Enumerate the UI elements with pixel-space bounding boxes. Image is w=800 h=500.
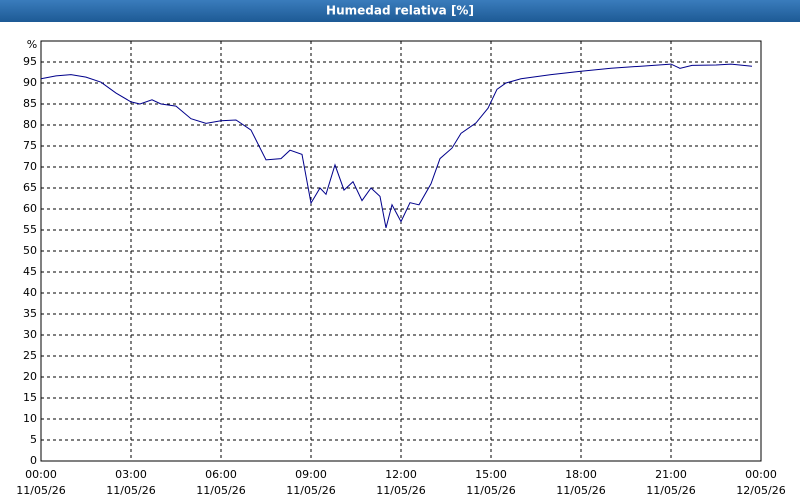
y-tick-label: 55 (23, 223, 37, 236)
y-tick-label: 30 (23, 328, 37, 341)
x-tick-label: 00:00 (745, 468, 777, 481)
y-tick-label: 65 (23, 181, 37, 194)
x-tick-date: 11/05/26 (286, 484, 335, 497)
y-tick-label: 10 (23, 412, 37, 425)
y-tick-label: 90 (23, 76, 37, 89)
x-tick-date: 11/05/26 (556, 484, 605, 497)
y-tick-label: 50 (23, 244, 37, 257)
y-tick-label: 20 (23, 370, 37, 383)
x-tick-date: 11/05/26 (376, 484, 425, 497)
x-tick-label: 06:00 (205, 468, 237, 481)
data-line (40, 63, 753, 229)
y-tick-label: 35 (23, 307, 37, 320)
y-tick-label: 75 (23, 139, 37, 152)
x-tick-date: 11/05/26 (466, 484, 515, 497)
x-tick-label: 00:00 (25, 468, 57, 481)
title-bar (0, 0, 800, 22)
x-tick-date: 11/05/26 (646, 484, 695, 497)
y-tick-label: 85 (23, 97, 37, 110)
x-tick-label: 15:00 (475, 468, 507, 481)
y-tick-label: 95 (23, 55, 37, 68)
y-tick-label: 25 (23, 349, 37, 362)
y-tick-label: 70 (23, 160, 37, 173)
y-tick-label: 40 (23, 286, 37, 299)
chart-title: Humedad relativa [%] (326, 4, 474, 18)
x-tick-date: 11/05/26 (196, 484, 245, 497)
y-tick-label: 60 (23, 202, 37, 215)
x-tick-label: 18:00 (565, 468, 597, 481)
x-tick-date: 12/05/26 (736, 484, 785, 497)
x-tick-date: 11/05/26 (16, 484, 65, 497)
y-tick-label: 15 (23, 391, 37, 404)
x-tick-date: 11/05/26 (106, 484, 155, 497)
y-tick-label: 80 (23, 118, 37, 131)
x-tick-label: 21:00 (655, 468, 687, 481)
x-tick-label: 03:00 (115, 468, 147, 481)
y-tick-label: 0 (30, 454, 37, 467)
x-tick-label: 09:00 (295, 468, 327, 481)
y-tick-label: 5 (30, 433, 37, 446)
x-tick-label: 12:00 (385, 468, 417, 481)
y-unit-label: % (27, 38, 37, 51)
y-tick-label: 45 (23, 265, 37, 278)
